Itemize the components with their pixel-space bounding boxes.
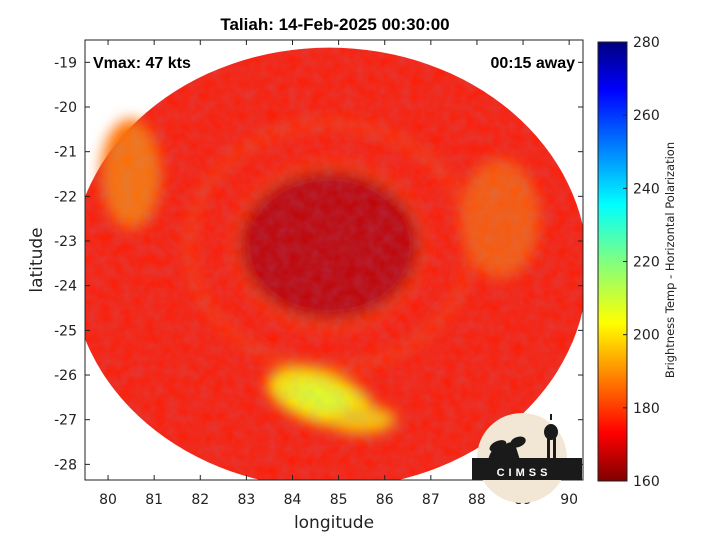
x-tick-label: 87 xyxy=(422,492,440,508)
y-axis: -19 -20 -21 -22 -23 -24 -25 -26 -27 -28 xyxy=(54,55,583,473)
colorbar-ticks: 280 260 240 220 200 180 160 xyxy=(623,35,660,490)
x-tick-label: 80 xyxy=(99,492,117,508)
y-tick-label: -21 xyxy=(54,145,77,161)
plot-frame xyxy=(84,39,584,481)
y-tick-label: -27 xyxy=(54,413,77,429)
time-away-annotation: 00:15 away xyxy=(490,55,575,72)
x-tick-label: 81 xyxy=(145,492,163,508)
y-tick-label: -28 xyxy=(54,457,77,473)
y-tick-label: -19 xyxy=(54,55,77,71)
plot-area xyxy=(85,47,583,480)
x-tick-label: 84 xyxy=(284,492,302,508)
colorbar-tick-label: 240 xyxy=(633,181,660,197)
chart-title: Taliah: 14-Feb-2025 00:30:00 xyxy=(220,15,449,34)
logo-text: CIMSS xyxy=(497,467,552,479)
y-tick-label: -20 xyxy=(54,100,77,116)
x-tick-label: 88 xyxy=(468,492,486,508)
colorbar-tick-label: 260 xyxy=(633,108,660,124)
colorbar-tick-label: 180 xyxy=(633,401,660,417)
x-axis: 8081828384858687888990 xyxy=(99,40,578,508)
logo-dish-right xyxy=(510,436,526,448)
logo-tower-leg-2 xyxy=(553,438,556,460)
y-tick-label: -23 xyxy=(54,234,77,250)
cimss-logo: CIMSS xyxy=(472,413,582,503)
y-tick-label: -25 xyxy=(54,323,77,339)
y-tick-label: -22 xyxy=(54,189,77,205)
colorbar-tick-label: 220 xyxy=(633,255,660,271)
colorbar-label: Brightness Temp - Horizontal Polarizatio… xyxy=(663,142,677,378)
vmax-annotation: Vmax: 47 kts xyxy=(93,55,191,72)
x-tick-label: 85 xyxy=(330,492,348,508)
x-axis-label: longitude xyxy=(294,513,374,533)
colorbar-tick-label: 200 xyxy=(633,328,660,344)
x-tick-label: 83 xyxy=(237,492,255,508)
x-tick-label: 86 xyxy=(376,492,394,508)
y-tick-label: -26 xyxy=(54,368,77,384)
y-axis-label: latitude xyxy=(27,227,47,292)
microwave-swath xyxy=(85,47,583,480)
logo-tower-leg xyxy=(547,438,550,460)
logo-water-tower xyxy=(544,424,558,440)
y-tick-label: -24 xyxy=(54,279,77,295)
swath-texture xyxy=(85,47,583,480)
logo-dish xyxy=(488,442,520,460)
x-tick-label: 82 xyxy=(191,492,209,508)
colorbar-tick-label: 280 xyxy=(633,35,660,51)
colorbar xyxy=(597,41,628,482)
x-tick-label: 90 xyxy=(560,492,578,508)
colorbar-tick-label: 160 xyxy=(633,474,660,490)
logo-dish-left xyxy=(489,440,507,452)
logo-band xyxy=(472,458,582,480)
